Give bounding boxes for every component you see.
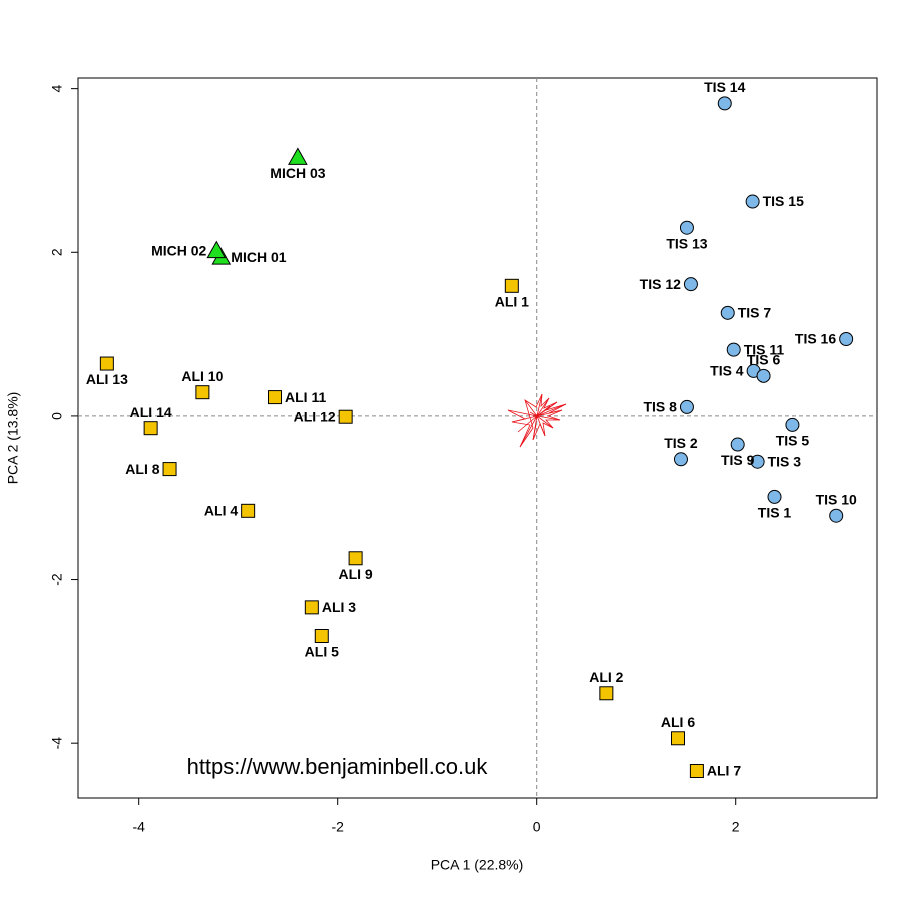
point	[730, 437, 745, 452]
point	[689, 764, 704, 778]
x-axis-label: PCA 1 (22.8%)	[431, 857, 524, 873]
point	[683, 277, 698, 292]
point	[670, 731, 685, 746]
point-label: ALI 8	[125, 461, 159, 477]
point-label: TIS 16	[795, 331, 836, 347]
point-label: TIS 9	[721, 452, 755, 468]
x-tick-label: 2	[732, 819, 740, 835]
point-label: MICH 03	[270, 165, 325, 181]
point-label: TIS 6	[747, 352, 781, 368]
point-label: MICH 01	[231, 249, 286, 265]
point	[162, 462, 177, 477]
y-tick-label: 2	[49, 248, 65, 256]
point-label: TIS 11	[744, 341, 785, 357]
point-label: ALI 5	[305, 644, 339, 660]
point-label: TIS 4	[710, 363, 744, 379]
point-label: TIS 5	[776, 433, 810, 449]
point-label: ALI 10	[181, 368, 223, 384]
point-label: TIS 10	[816, 491, 857, 507]
y-tick-label: -4	[49, 737, 65, 750]
point	[99, 356, 114, 371]
point	[829, 508, 844, 523]
annotation: https://www.benjaminbell.co.uk	[187, 754, 489, 779]
y-axis-label: PCA 2 (13.8%)	[5, 392, 21, 485]
point	[756, 368, 771, 383]
point-label: ALI 13	[86, 371, 128, 387]
loading-vectors	[507, 393, 567, 448]
point	[599, 686, 614, 701]
point-label: ALI 7	[707, 763, 741, 779]
point	[348, 551, 363, 566]
y-tick-label: 4	[49, 85, 65, 93]
plot-frame	[77, 77, 878, 799]
point	[839, 332, 854, 346]
point	[268, 390, 283, 405]
point	[673, 452, 688, 467]
point-label: ALI 1	[495, 294, 529, 310]
point	[785, 417, 800, 432]
point-label: ALI 9	[338, 566, 372, 582]
point-label: ALI 12	[294, 408, 336, 424]
point	[745, 194, 760, 209]
point	[288, 147, 308, 165]
point-label: ALI 2	[589, 669, 623, 685]
point	[338, 409, 353, 424]
point	[720, 305, 735, 320]
point	[206, 240, 227, 259]
point	[750, 454, 765, 469]
point	[304, 600, 319, 615]
point-label: ALI 11	[285, 389, 326, 405]
point-label: TIS 7	[738, 305, 772, 321]
point-label: ALI 14	[130, 404, 172, 420]
point-label: TIS 15	[763, 193, 804, 209]
point	[679, 399, 694, 414]
y-tick-label: -2	[49, 573, 65, 586]
y-tick-label: 0	[49, 412, 65, 420]
point-label: TIS 2	[664, 435, 698, 451]
point-label: ALI 6	[661, 714, 695, 730]
point-label: TIS 1	[758, 505, 792, 521]
point-label: TIS 12	[640, 276, 681, 292]
point	[241, 503, 256, 518]
point-label: TIS 13	[666, 235, 707, 251]
point	[195, 385, 210, 400]
point	[314, 629, 329, 643]
x-tick-label: -4	[132, 819, 145, 835]
point-label: TIS 3	[768, 453, 802, 469]
point-label: TIS 8	[643, 399, 677, 415]
point-label: ALI 3	[322, 599, 356, 615]
point	[726, 342, 741, 357]
x-tick-label: -2	[331, 819, 344, 835]
x-tick-label: 0	[533, 819, 541, 835]
point	[767, 489, 782, 504]
point-label: TIS 14	[704, 79, 745, 95]
point-label: ALI 4	[204, 503, 238, 519]
point	[504, 278, 519, 293]
point-label: MICH 02	[151, 242, 206, 258]
point	[143, 421, 158, 436]
point	[717, 96, 732, 111]
point	[679, 220, 694, 235]
